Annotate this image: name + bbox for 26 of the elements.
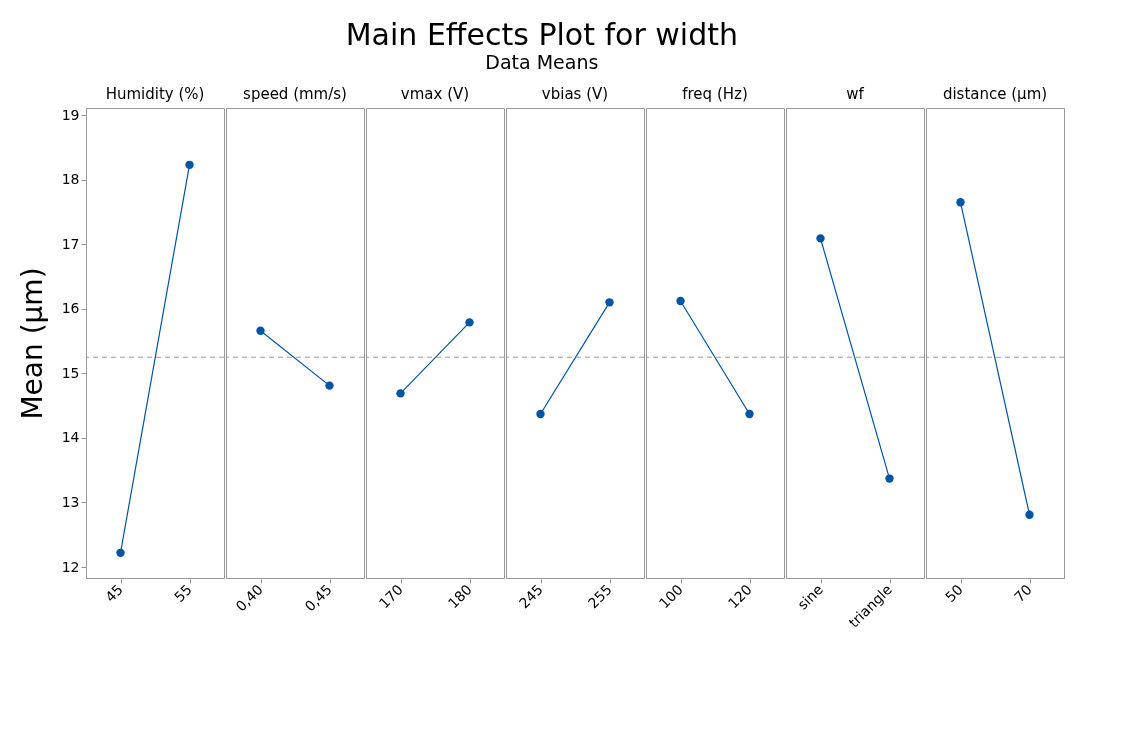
text: Main Effects Plot for width [345, 16, 738, 52]
y-axis-title: Mean (μm) [15, 267, 49, 420]
y-tick-label: 18 [61, 171, 80, 188]
x-tick-label: 170 [375, 581, 406, 612]
y-tick-label: 16 [61, 300, 80, 317]
x-tick-label: 45 [102, 581, 126, 606]
text: Data Means [485, 50, 599, 73]
chart-title: distance (μm) [942, 85, 1048, 103]
y-tick-label: 13 [61, 493, 80, 510]
chart-title: Humidity (%) [105, 85, 205, 103]
x-tick-label: 120 [724, 581, 755, 612]
x-tick-label: 100 [655, 581, 686, 612]
y-tick-label: 15 [61, 364, 80, 381]
chart-title: speed (mm/s) [243, 85, 347, 103]
y-tick-label: 12 [61, 558, 80, 575]
chart-title: freq (Hz) [682, 85, 748, 103]
x-tick-label: 70 [1011, 581, 1035, 606]
x-tick-label: 180 [444, 581, 475, 612]
x-tick-label: 55 [171, 581, 195, 606]
y-tick-label: 14 [61, 429, 80, 446]
chart-title: wf [846, 85, 865, 103]
chart-title: vmax (V) [400, 85, 470, 103]
x-tick-label: 50 [942, 581, 966, 606]
chart-title: vbias (V) [541, 85, 609, 103]
y-tick-label: 17 [61, 235, 80, 252]
y-tick-label: 19 [61, 106, 80, 123]
